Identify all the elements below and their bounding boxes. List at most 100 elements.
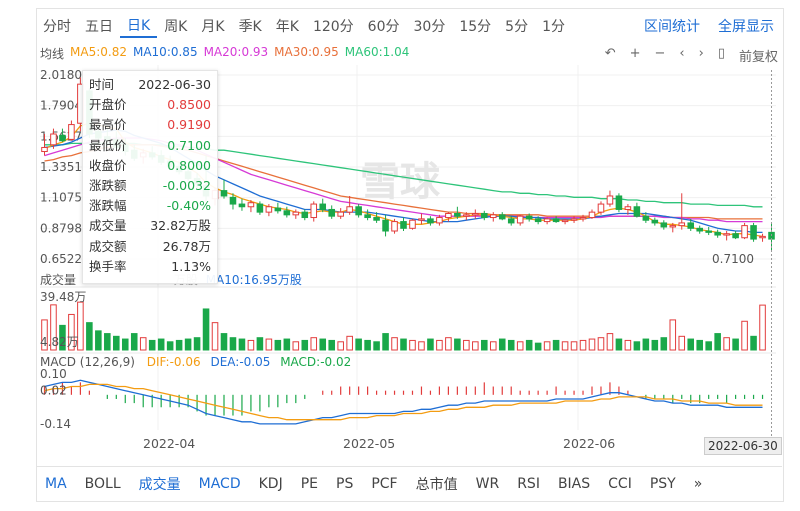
indicator-tab[interactable]: PE xyxy=(300,476,318,492)
period-tab[interactable]: 30分 xyxy=(413,19,446,35)
candle-body xyxy=(534,218,542,223)
ma-label: 均线 xyxy=(40,47,65,61)
low-price-label: 0.7100 xyxy=(712,252,754,266)
indicator-tab[interactable]: BIAS xyxy=(557,476,591,492)
undo-icon[interactable]: ↶ xyxy=(604,46,616,61)
fullscreen-link[interactable]: 全屏显示 xyxy=(718,19,774,35)
ma-legend-item: MA20:0.93 xyxy=(203,45,269,59)
pan-left-icon[interactable]: ‹ xyxy=(679,46,685,61)
indicator-tab[interactable]: WR xyxy=(475,476,500,492)
candle-body xyxy=(265,206,273,213)
volume-bar xyxy=(436,339,443,351)
macd-tick-label: -0.14 xyxy=(40,417,71,431)
indicator-tab[interactable]: MACD xyxy=(198,476,241,492)
watermark: 雪球 xyxy=(360,159,441,205)
indicator-tab[interactable]: PSY xyxy=(649,476,676,492)
candle-body xyxy=(507,218,515,224)
zoom-in-icon[interactable]: + xyxy=(629,46,641,61)
dif-line xyxy=(44,379,763,425)
ma-legend-item: MA30:0.95 xyxy=(274,45,339,59)
adjust-button[interactable]: 前复权 xyxy=(738,50,778,65)
period-tab[interactable]: 日K xyxy=(120,16,158,38)
candle-body xyxy=(552,218,560,223)
volume-bar xyxy=(660,337,668,351)
volume-bar xyxy=(588,338,596,351)
indicator-tab[interactable]: KDJ xyxy=(258,476,283,492)
tooltip-row: 换手率 1.13% xyxy=(89,257,211,277)
candle-body xyxy=(732,233,739,239)
indicator-tab[interactable]: 成交量 xyxy=(138,477,181,493)
volume-bar xyxy=(77,301,84,351)
candle-icon[interactable]: ▯ xyxy=(717,46,725,61)
volume-bar xyxy=(534,342,542,351)
price-tick-label: 0.6522 xyxy=(40,252,82,266)
price-tick-label: 1.1075 xyxy=(40,191,82,205)
candle-body xyxy=(651,219,659,224)
volume-bar xyxy=(714,333,721,351)
candle-body xyxy=(543,218,551,223)
indicator-tab[interactable]: 总市值 xyxy=(415,477,458,493)
indicator-tab[interactable]: BOLL xyxy=(84,476,121,492)
indicator-tab[interactable]: PCF xyxy=(371,476,398,492)
period-tab[interactable]: 分时 xyxy=(43,19,71,35)
zoom-out-icon[interactable]: − xyxy=(654,46,666,61)
indicator-tab[interactable]: MA xyxy=(45,476,67,492)
volume-bar xyxy=(310,337,318,351)
volume-bar xyxy=(678,335,686,351)
period-tab[interactable]: 1分 xyxy=(542,19,565,35)
candle-body xyxy=(696,227,703,232)
period-tab[interactable]: 5分 xyxy=(505,19,529,35)
indicator-tab[interactable]: » xyxy=(693,476,703,492)
indicator-tab[interactable]: RSI xyxy=(517,476,540,492)
candle-body xyxy=(633,206,641,217)
period-tab[interactable]: 月K xyxy=(201,19,225,35)
indicator-tabs: MA BOLL 成交量 MACD KDJ PE PS PCF 总市值 WR RSI BIAS CCI PS… xyxy=(36,466,782,501)
volume-bar xyxy=(229,337,237,351)
volume-bar xyxy=(292,341,300,351)
period-tab[interactable]: 120分 xyxy=(312,19,354,35)
ma-legend-item: MA10:0.85 xyxy=(132,45,198,59)
candle-body xyxy=(364,214,371,219)
volume-bar xyxy=(651,339,659,351)
candle-body xyxy=(436,217,443,224)
ma-legend-item: MA60:1.04 xyxy=(344,45,410,59)
tooltip-value: 0.9190 xyxy=(167,117,211,133)
volume-bar xyxy=(301,339,309,351)
volume-bar xyxy=(41,319,48,351)
tooltip-value: 32.82万股 xyxy=(150,218,211,234)
period-tab[interactable]: 年K xyxy=(275,19,299,35)
candle-body xyxy=(588,211,596,219)
candle-body xyxy=(498,214,506,220)
volume-bar xyxy=(139,337,147,351)
period-tab[interactable]: 60分 xyxy=(367,19,400,35)
volume-bar xyxy=(472,341,479,351)
macd-legend: MACD (12,26,9) DIF:-0.06 DEA:-0.05 MACD:… xyxy=(40,355,351,369)
price-tick-label: 1.7904 xyxy=(40,99,82,113)
candle-body xyxy=(570,218,578,221)
candle-body xyxy=(50,133,57,146)
indicator-tab[interactable]: CCI xyxy=(608,476,632,492)
candle-body xyxy=(382,219,389,232)
period-tab[interactable]: 周K xyxy=(164,19,188,35)
volume-bar xyxy=(561,341,569,351)
candle-body xyxy=(445,212,452,219)
period-tab[interactable]: 15分 xyxy=(459,19,492,35)
pan-right-icon[interactable]: › xyxy=(698,46,704,61)
tooltip-key: 涨跌额 xyxy=(89,178,127,194)
period-tab[interactable]: 季K xyxy=(238,19,262,35)
indicator-tab[interactable]: PS xyxy=(336,476,354,492)
candle-body xyxy=(687,222,695,229)
volume-bar xyxy=(454,338,461,351)
tooltip-row: 开盘价 0.8500 xyxy=(89,95,211,115)
candle-body xyxy=(229,196,237,205)
period-tab[interactable]: 五日 xyxy=(85,19,113,35)
range-stats-link[interactable]: 区间统计 xyxy=(644,19,700,35)
tooltip-row: 时间 2022-06-30 xyxy=(89,75,211,95)
volume-bar xyxy=(696,339,703,351)
macd-label: MACD (12,26,9) xyxy=(40,355,135,369)
volume-bar xyxy=(687,338,695,351)
candle-body xyxy=(489,214,497,219)
candle-body xyxy=(741,225,748,239)
candle-body xyxy=(256,203,264,213)
volume-bar xyxy=(86,322,93,351)
